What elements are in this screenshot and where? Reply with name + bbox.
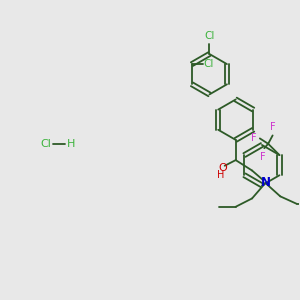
Text: Cl: Cl [40, 139, 51, 149]
Text: H: H [217, 170, 224, 180]
Text: Cl: Cl [204, 59, 214, 69]
Text: Cl: Cl [204, 31, 214, 41]
Text: F: F [250, 134, 256, 143]
Text: O: O [218, 163, 227, 172]
Text: N: N [260, 176, 270, 190]
Text: H: H [67, 139, 75, 149]
Text: F: F [270, 122, 275, 133]
Text: F: F [260, 152, 266, 162]
